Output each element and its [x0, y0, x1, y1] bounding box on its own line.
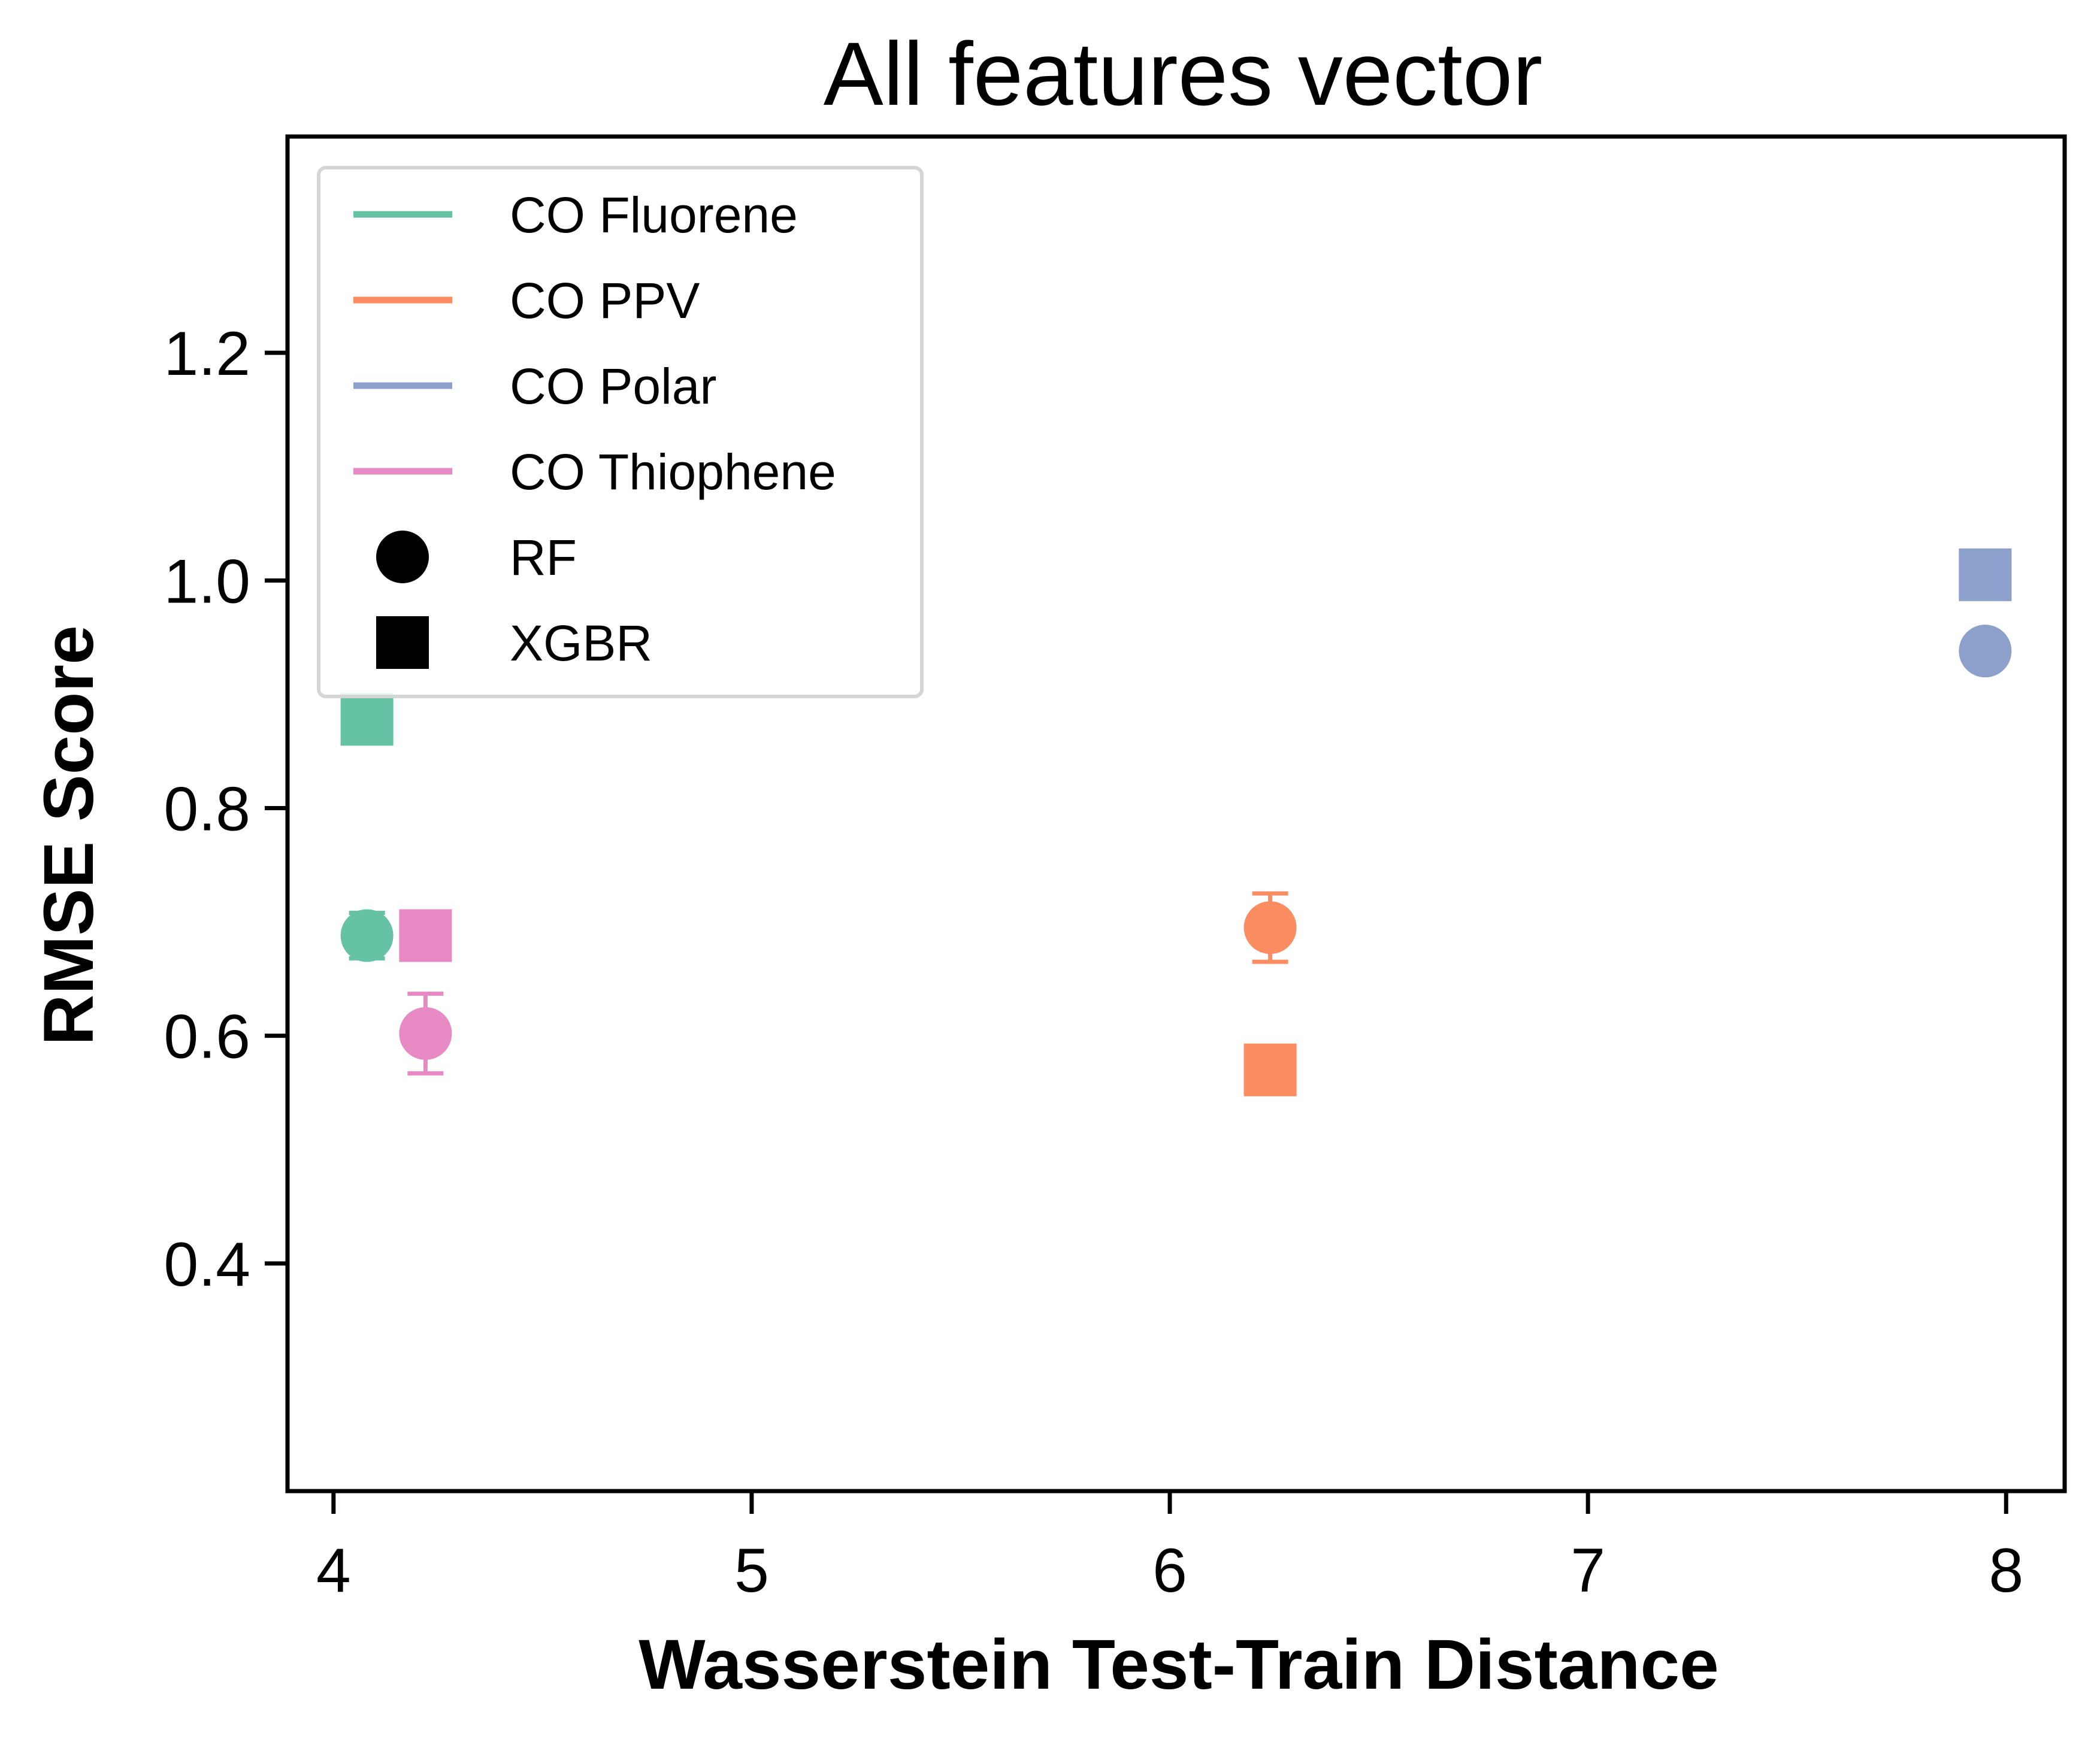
x-tick-label: 8 [1989, 1536, 2023, 1605]
legend-marker-square [376, 616, 429, 669]
chart-title: All features vector [824, 23, 1543, 124]
data-point-xgbr [1243, 1043, 1297, 1096]
y-tick-label: 0.6 [164, 1002, 250, 1072]
x-tick-label: 5 [734, 1536, 769, 1605]
legend: CO Fluorene CO PPV CO Polar CO Thiophene RF X… [317, 166, 924, 698]
x-tick-label: 4 [316, 1536, 351, 1605]
legend-label: XGBR [510, 615, 652, 671]
x-tick-label: 7 [1571, 1536, 1605, 1605]
x-tick-label: 6 [1152, 1536, 1187, 1605]
plot-area-frame [285, 134, 2067, 1493]
legend-frame [317, 166, 924, 698]
data-point-xgbr [1959, 548, 2012, 601]
legend-label: CO PPV [510, 272, 700, 329]
legend-label: RF [510, 529, 577, 586]
axis-ticks: 4 5 6 7 8 0.4 0.6 0.8 1.0 1.2 [164, 319, 2023, 1605]
x-axis-label: Wasserstein Test-Train Distance [639, 1625, 1718, 1704]
y-tick-label: 1.0 [164, 547, 250, 616]
legend-label: CO Fluorene [510, 187, 798, 243]
legend-label: CO Polar [510, 358, 716, 414]
y-tick-label: 0.8 [164, 774, 250, 844]
data-point-rf [340, 909, 394, 962]
data-marks [340, 548, 2012, 1096]
data-point-rf [1959, 625, 2012, 678]
data-point-rf [1243, 901, 1297, 955]
y-axis-label: RMSE Score [29, 625, 108, 1046]
data-point-xgbr [340, 693, 394, 746]
y-tick-label: 1.2 [164, 319, 250, 389]
data-point-xgbr [399, 909, 452, 962]
data-point-rf [399, 1007, 452, 1060]
legend-marker-circle [376, 531, 429, 583]
legend-label: CO Thiophene [510, 444, 836, 500]
y-tick-label: 0.4 [164, 1230, 250, 1299]
